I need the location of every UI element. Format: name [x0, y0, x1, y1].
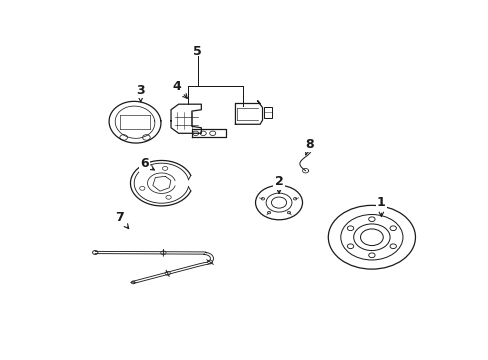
Text: 1: 1	[376, 196, 385, 217]
Text: 8: 8	[305, 138, 313, 155]
Text: 3: 3	[136, 84, 145, 102]
Text: 2: 2	[274, 175, 283, 193]
Text: 4: 4	[172, 80, 187, 98]
Bar	[263, 107, 271, 118]
Text: 5: 5	[193, 45, 202, 58]
Text: 6: 6	[140, 157, 154, 170]
Text: 7: 7	[115, 211, 128, 229]
